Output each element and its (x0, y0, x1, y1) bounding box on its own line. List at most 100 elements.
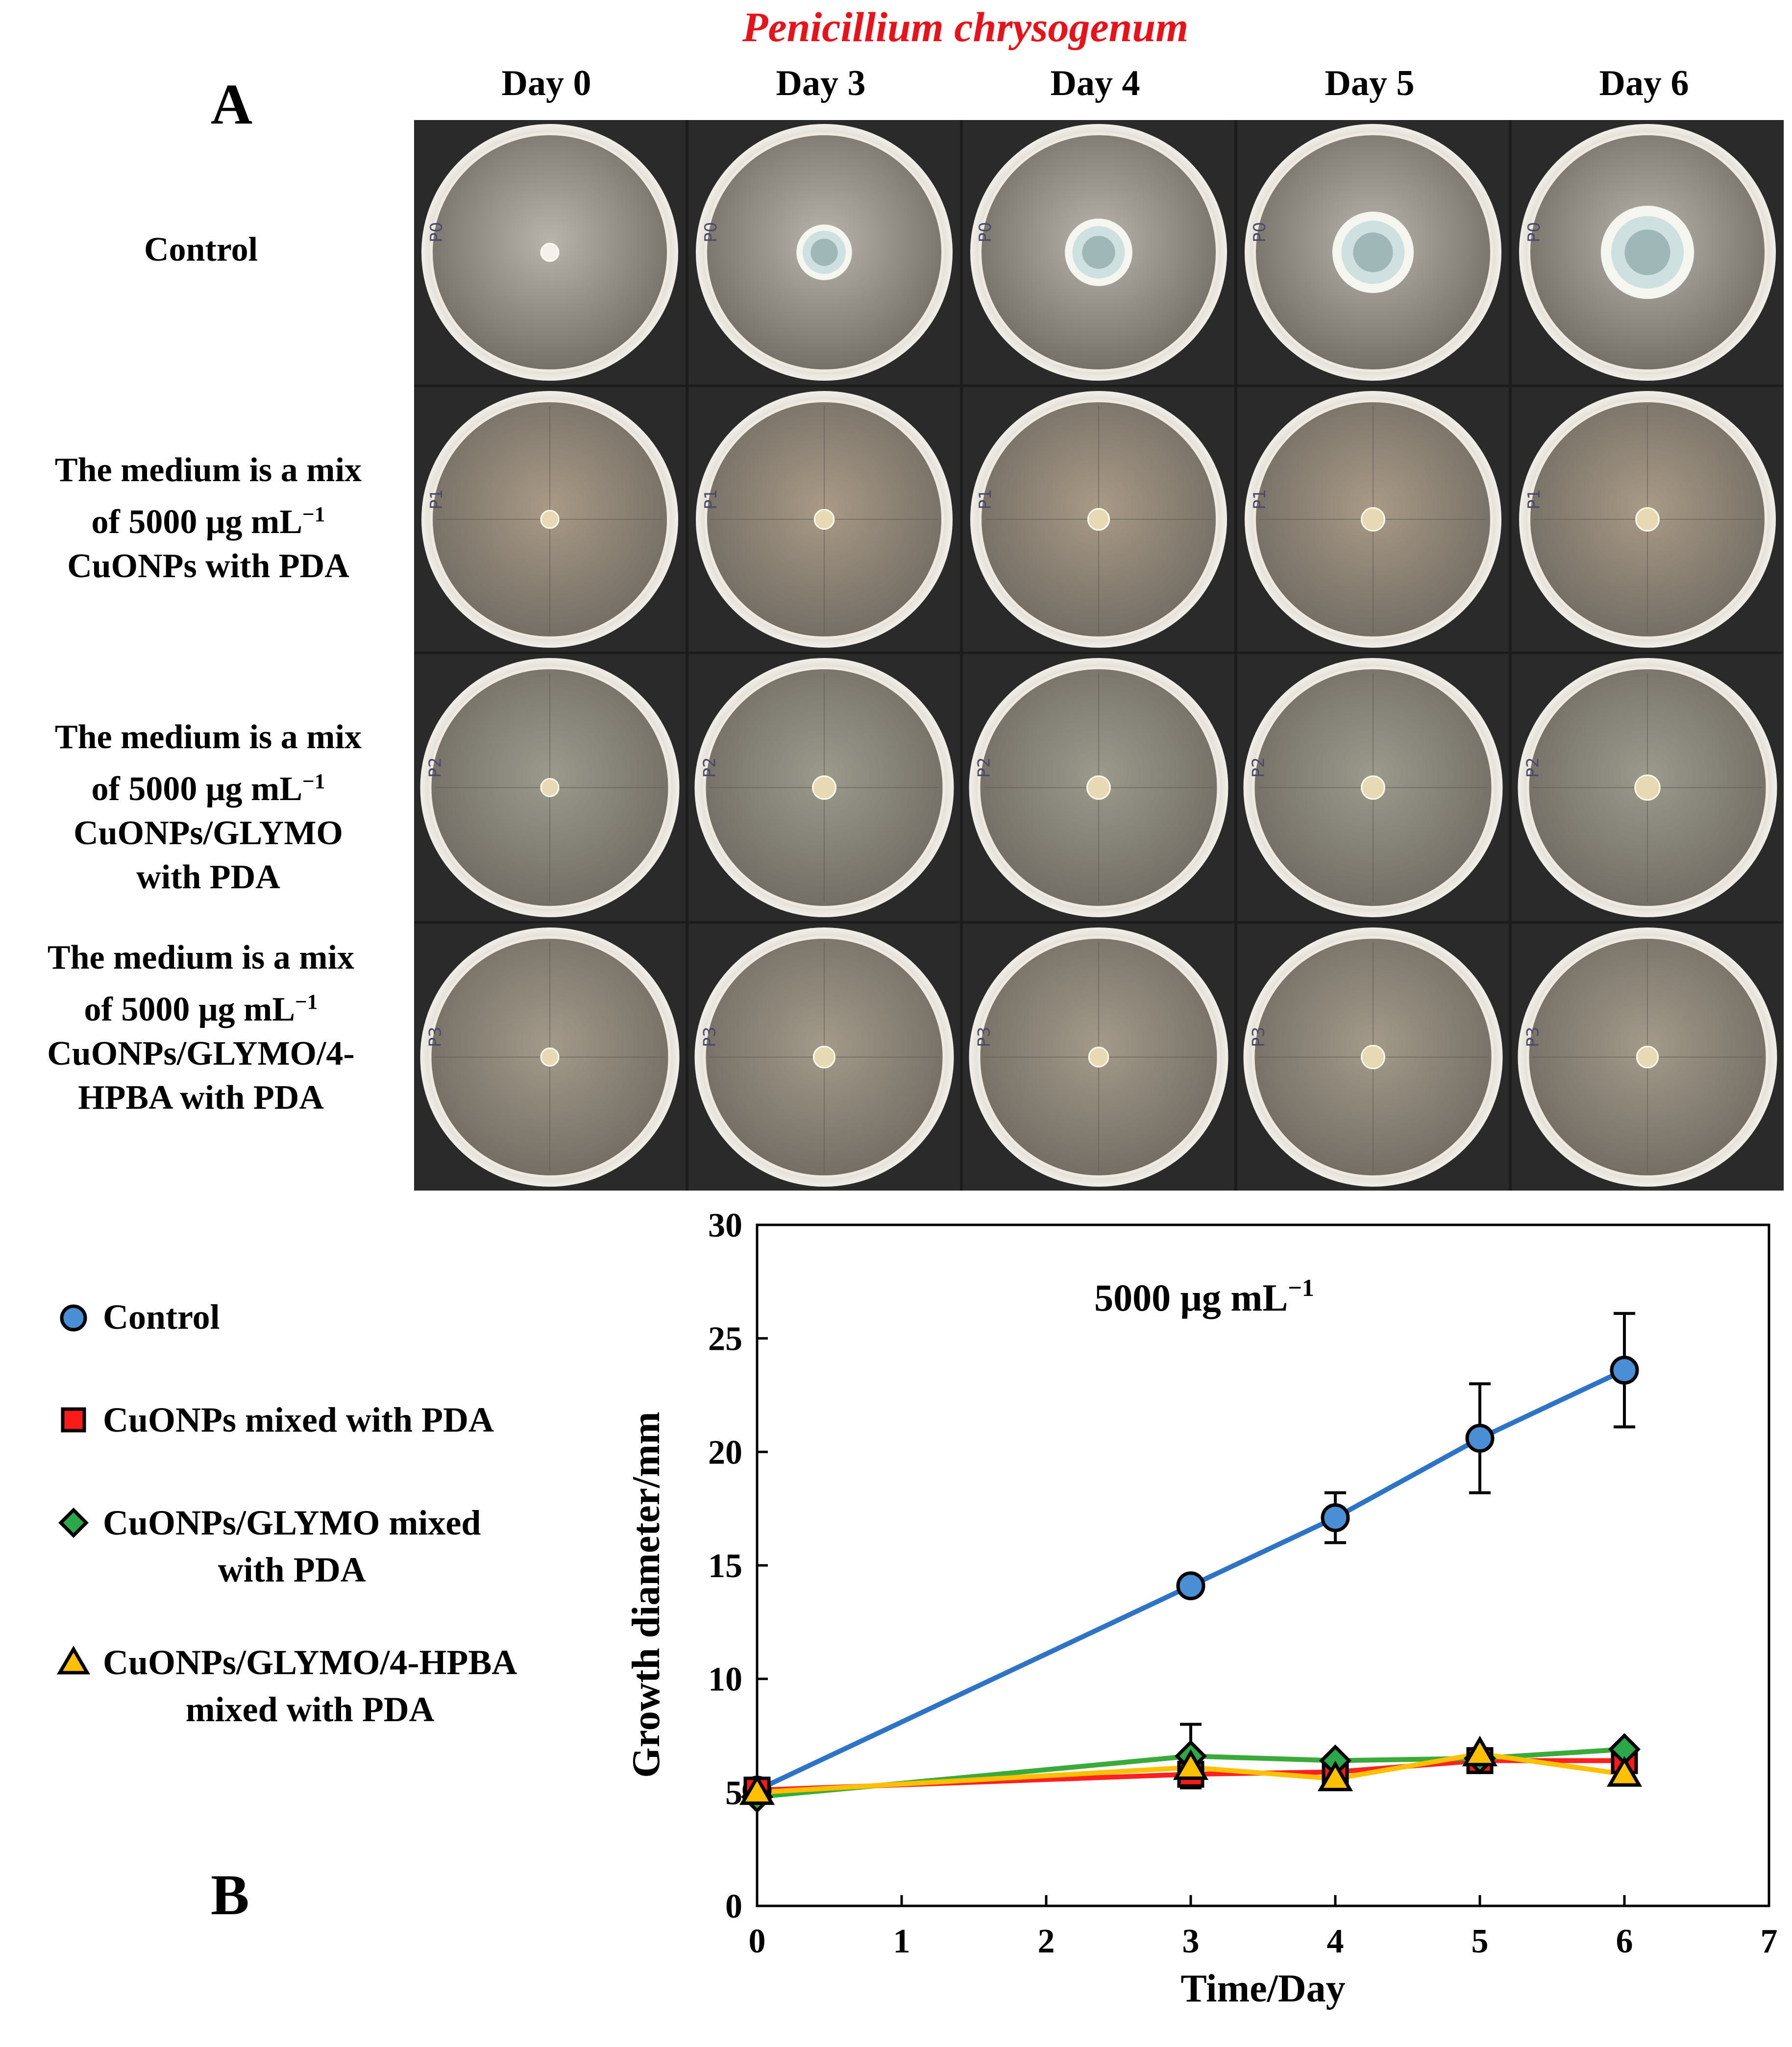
day-label: Day 3 (776, 63, 866, 103)
row-label-control: Control (144, 231, 258, 268)
x-tick-label: 3 (1182, 1923, 1200, 1960)
petri-dish-photo: P3 (688, 924, 960, 1191)
chart-title: 5000 μg mL−1 (1094, 1274, 1314, 1319)
petri-dish-image: P1 (414, 387, 686, 652)
plate-mark: P3 (1249, 1026, 1269, 1047)
data-point-triangle (1173, 1749, 1209, 1780)
y-axis-label: Growth diameter/mm (625, 1412, 668, 1778)
data-point-circle (1465, 1424, 1495, 1453)
petri-dish-image: P2 (688, 654, 960, 921)
legend-marker-diamond (58, 1508, 89, 1538)
plate-mark: P2 (1249, 757, 1269, 778)
petri-dish-image: P0 (414, 120, 686, 385)
data-point-circle (1321, 1503, 1350, 1533)
plate-mark: P0 (1524, 222, 1544, 243)
day-label: Day 4 (1050, 63, 1140, 103)
panel-b-label: B (211, 1863, 249, 1927)
petri-dish-image: P1 (963, 387, 1234, 652)
plot-frame (756, 1223, 1770, 1907)
species-title: Penicillium chrysogenum (742, 3, 1189, 50)
petri-dish-photo: P0 (1237, 120, 1509, 385)
plate-mark: P2 (975, 757, 994, 778)
y-tick-label: 0 (725, 1888, 742, 1925)
petri-dish-image: P1 (1512, 387, 1783, 652)
y-tick-label: 25 (708, 1320, 742, 1358)
x-tick-label: 4 (1327, 1923, 1344, 1960)
plate-mark: P1 (1250, 489, 1270, 510)
legend-marker-square (61, 1407, 86, 1433)
petri-dish-photo: P2 (414, 654, 686, 921)
data-point-triangle (739, 1774, 775, 1805)
plate-mark: P1 (1524, 489, 1544, 510)
petri-dish-image: P0 (963, 120, 1234, 385)
legend-item-cuonps-glymo: CuONPs/GLYMO mixed with PDA (103, 1503, 481, 1589)
petri-dish-image: P3 (414, 924, 686, 1191)
x-tick-label: 2 (1038, 1923, 1055, 1960)
petri-dish-photo: P1 (414, 387, 686, 652)
petri-dish-image: P2 (1237, 654, 1509, 921)
petri-dish-photo: P0 (963, 120, 1234, 385)
plate-mark: P1 (427, 489, 446, 510)
petri-dish-photo: P2 (1512, 654, 1783, 921)
panel-a-label: A (211, 72, 253, 136)
petri-dish-photo: P0 (688, 120, 960, 385)
petri-dish-photo-grid: P0 P0 P0 P0 P0 P1 P1 P1 P1 P1 P2 P2 P2 P2 P2 P3 P3 P3 P3 P3 (414, 120, 1784, 1191)
petri-dish-image: P1 (1237, 387, 1509, 652)
petri-dish-image: P3 (1237, 924, 1509, 1191)
row-label-cuonps: The medium is a mix of 5000 μg mL−1 CuON… (54, 451, 362, 585)
petri-dish-image: P0 (1237, 120, 1509, 385)
plate-mark: P2 (426, 757, 445, 778)
plate-mark: P2 (700, 757, 720, 778)
petri-dish-image: P3 (1512, 924, 1783, 1191)
plate-mark: P1 (701, 489, 721, 510)
x-axis-label: Time/Day (1180, 1967, 1345, 2010)
plate-mark: P3 (975, 1026, 994, 1047)
day-label: Day 6 (1599, 63, 1689, 103)
petri-dish-image: P0 (688, 120, 960, 385)
data-point-triangle (1317, 1760, 1353, 1792)
data-point-circle (1176, 1571, 1205, 1601)
x-tick-label: 0 (749, 1923, 766, 1960)
day-label: Day 0 (501, 63, 591, 103)
plate-mark: P3 (426, 1026, 445, 1047)
y-tick-label: 5 (725, 1774, 742, 1812)
x-tick-label: 5 (1472, 1923, 1489, 1960)
x-tick-label: 7 (1761, 1923, 1778, 1960)
plate-mark: P1 (976, 489, 995, 510)
plate-mark: P0 (701, 222, 721, 243)
y-tick-label: 10 (708, 1661, 742, 1699)
data-point-triangle (1462, 1735, 1498, 1767)
petri-dish-image: P3 (963, 924, 1234, 1191)
petri-dish-photo: P2 (963, 654, 1234, 921)
petri-dish-photo: P0 (1512, 120, 1783, 385)
petri-dish-image: P2 (963, 654, 1234, 921)
petri-dish-photo: P1 (688, 387, 960, 652)
chart-axes: 0 5 10 15 20 25 30 0 1 2 3 4 5 6 7 Time/Day Growth diame… (625, 1207, 1778, 2010)
petri-dish-photo: P3 (414, 924, 686, 1191)
plate-mark: P0 (976, 222, 995, 243)
legend-marker-circle (60, 1304, 87, 1332)
y-tick-label: 30 (708, 1207, 742, 1244)
legend-item-cuonps-glymo-hpba: CuONPs/GLYMO/4-HPBA mixed with PDA (103, 1643, 517, 1729)
petri-dish-image: P3 (688, 924, 960, 1191)
y-tick-label: 15 (708, 1547, 742, 1585)
petri-dish-photo: P1 (963, 387, 1234, 652)
petri-dish-image: P2 (414, 654, 686, 921)
plate-mark: P2 (1523, 757, 1543, 778)
data-point-circle (1610, 1356, 1639, 1385)
day-label: Day 5 (1325, 63, 1415, 103)
row-label-cuonps-glymo-hpba: The medium is a mix of 5000 μg mL−1 CuON… (47, 939, 355, 1117)
petri-dish-image: P1 (688, 387, 960, 652)
petri-dish-photo: P1 (1237, 387, 1509, 652)
petri-dish-image: P0 (1512, 120, 1783, 385)
petri-dish-photo: P3 (963, 924, 1234, 1191)
chart-legend: Control CuONPs mixed with PDA CuONPs/GLY… (34, 1293, 622, 1734)
petri-dish-photo: P3 (1237, 924, 1509, 1191)
plate-mark: P3 (700, 1026, 720, 1047)
petri-dish-photo: P2 (688, 654, 960, 921)
plate-mark: P3 (1523, 1026, 1543, 1047)
legend-marker-triangle (56, 1646, 91, 1675)
row-label-cuonps-glymo: The medium is a mix of 5000 μg mL−1 CuON… (54, 718, 362, 896)
legend-markers (56, 1304, 91, 1675)
